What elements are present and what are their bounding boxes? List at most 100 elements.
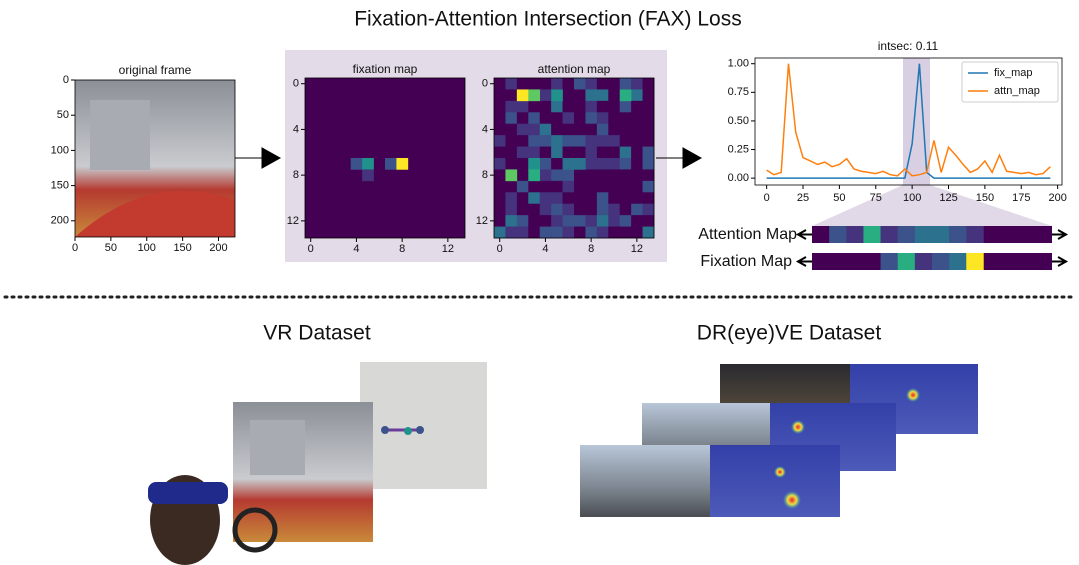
heatmap-cell xyxy=(551,112,563,124)
heatmap-cell xyxy=(585,192,597,204)
heatmap-cell xyxy=(620,124,632,136)
y-tick-label: 0.00 xyxy=(728,172,749,184)
heatmap-cell xyxy=(505,89,517,101)
heatmap-cell xyxy=(574,89,586,101)
heatmap-cell xyxy=(528,101,540,113)
heatmap-cell xyxy=(631,215,643,227)
y-tick-label: 12 xyxy=(476,215,488,227)
heatmap-cell xyxy=(620,227,632,239)
heatmap-cell xyxy=(563,135,575,147)
heatmap-cell xyxy=(505,158,517,170)
heatmap-cell xyxy=(494,158,506,170)
y-tick-label: 50 xyxy=(57,109,69,121)
strip-label: Attention Map xyxy=(698,226,797,243)
strip-cell xyxy=(932,253,949,270)
legend-label: fix_map xyxy=(994,67,1033,79)
heatmap-cell xyxy=(631,135,643,147)
x-tick-label: 8 xyxy=(588,243,594,255)
heatmap-cell xyxy=(597,181,609,193)
strip-cell xyxy=(863,226,880,243)
heatmap-cell xyxy=(631,112,643,124)
heatmap-cell xyxy=(494,181,506,193)
y-tick-label: 0 xyxy=(293,78,299,90)
vr-gaze-image xyxy=(360,362,487,489)
heatmap-cell xyxy=(505,227,517,239)
heatmap-cell xyxy=(528,158,540,170)
heatmap-cell xyxy=(585,158,597,170)
heatmap-cell xyxy=(540,169,552,181)
x-tick-label: 25 xyxy=(797,192,809,204)
heatmap-cell xyxy=(597,135,609,147)
heatmap-cell xyxy=(563,215,575,227)
heatmap-cell xyxy=(585,101,597,113)
dataset-title: DR(eye)VE Dataset xyxy=(697,322,882,345)
vr-gaze-point xyxy=(404,427,412,435)
heatmap-cell xyxy=(528,135,540,147)
strip-cell xyxy=(829,226,846,243)
heatmap-cell xyxy=(563,124,575,136)
heatmap-cell xyxy=(597,192,609,204)
x-tick-label: 175 xyxy=(1012,192,1030,204)
y-tick-label: 100 xyxy=(51,144,69,156)
heatmap-cell xyxy=(505,124,517,136)
heatmap-cell xyxy=(608,215,620,227)
dreyeve-hotspot xyxy=(791,420,805,434)
dreyeve-image xyxy=(580,445,710,517)
heatmap-cell xyxy=(505,112,517,124)
heatmap-cell xyxy=(528,112,540,124)
x-tick-label: 12 xyxy=(631,243,643,255)
heatmap-cell xyxy=(585,89,597,101)
heatmap-cell xyxy=(540,181,552,193)
heatmap-cell xyxy=(528,78,540,90)
heatmap-cell xyxy=(563,112,575,124)
heatmap-cell xyxy=(351,158,363,170)
heatmap-cell xyxy=(494,101,506,113)
x-tick-label: 0 xyxy=(72,242,78,254)
heatmap-cell xyxy=(643,158,655,170)
heatmap-cell xyxy=(574,227,586,239)
heatmap-cell xyxy=(540,135,552,147)
heatmap-cell xyxy=(563,192,575,204)
x-tick-label: 4 xyxy=(542,243,548,255)
heatmap-cell xyxy=(631,89,643,101)
frame-title: original frame xyxy=(119,63,192,77)
heatmap-cell xyxy=(494,192,506,204)
dreyeve-hotspot xyxy=(783,491,801,509)
heatmap-cell xyxy=(563,227,575,239)
heatmap-cell xyxy=(585,112,597,124)
x-tick-label: 12 xyxy=(442,243,454,255)
frame-buildings xyxy=(90,100,150,170)
heatmap-cell xyxy=(631,204,643,216)
heatmap-cell xyxy=(563,204,575,216)
heatmap-cell xyxy=(643,124,655,136)
heatmap-cell xyxy=(608,169,620,181)
heatmap-cell xyxy=(563,78,575,90)
heatmap-cell xyxy=(608,158,620,170)
heatmap-cell xyxy=(620,112,632,124)
y-tick-label: 4 xyxy=(482,123,488,135)
heatmap-cell xyxy=(574,169,586,181)
heatmap-cell xyxy=(517,124,529,136)
x-tick-label: 200 xyxy=(209,242,227,254)
heatmap-cell xyxy=(574,124,586,136)
heatmap-cell xyxy=(505,78,517,90)
heatmap-cell xyxy=(620,181,632,193)
heatmap-cell xyxy=(494,147,506,159)
heatmap-cell xyxy=(574,158,586,170)
heatmap-cell xyxy=(551,89,563,101)
heatmap-cell xyxy=(517,192,529,204)
heatmap-cell xyxy=(597,112,609,124)
y-tick-label: 0.25 xyxy=(728,143,749,155)
heatmap-cell xyxy=(608,192,620,204)
heatmap-cell xyxy=(620,169,632,181)
heatmap-cell xyxy=(551,169,563,181)
heatmap-cell xyxy=(574,135,586,147)
x-tick-label: 100 xyxy=(903,192,921,204)
vr-buildings xyxy=(250,420,305,475)
fixation-title: fixation map xyxy=(353,62,418,76)
dataset-title: VR Dataset xyxy=(263,322,371,345)
heatmap-cell xyxy=(528,147,540,159)
x-tick-label: 150 xyxy=(173,242,191,254)
heatmap-cell xyxy=(517,101,529,113)
heatmap-cell xyxy=(551,147,563,159)
